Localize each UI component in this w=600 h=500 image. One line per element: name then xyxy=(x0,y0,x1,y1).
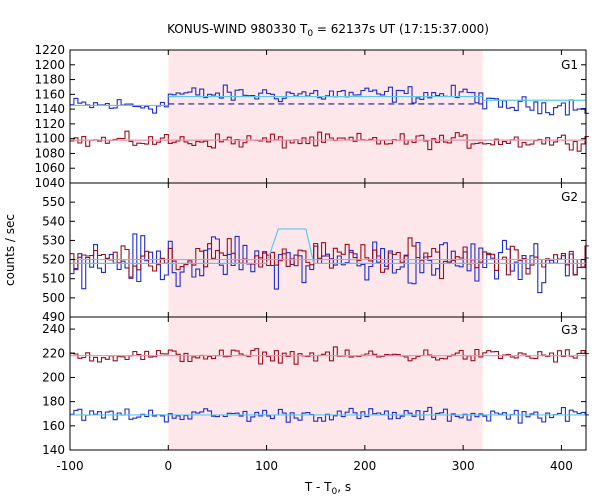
y-tick-label-g2-530: 530 xyxy=(42,233,65,247)
x-axis-title: T - T0, s xyxy=(304,480,351,497)
y-tick-label-g1-1180: 1180 xyxy=(34,73,65,87)
y-tick-label-g2-520: 520 xyxy=(42,253,65,267)
y-tick-label-g2-550: 550 xyxy=(42,195,65,209)
y-tick-label-g3-240: 240 xyxy=(42,322,65,336)
x-tick-label-400: 400 xyxy=(550,459,573,473)
panel-label-g2: G2 xyxy=(561,190,578,204)
x-tick-label-100: 100 xyxy=(255,459,278,473)
y-tick-label-g3-200: 200 xyxy=(42,370,65,384)
y-tick-label-g3-220: 220 xyxy=(42,346,65,360)
y-tick-label-g1-1160: 1160 xyxy=(34,87,65,101)
y-tick-label-g3-160: 160 xyxy=(42,419,65,433)
panel-g2-fit-0-seg-1 xyxy=(266,228,279,264)
panel-frames xyxy=(69,49,587,451)
light-curve-series xyxy=(70,84,589,424)
axis-ticks: 1040106010801100112011401160118012001220… xyxy=(34,43,586,473)
panel-g3-frame xyxy=(69,316,587,451)
y-tick-label-g2-510: 510 xyxy=(42,272,65,286)
y-tick-label-g3-180: 180 xyxy=(42,395,65,409)
x-axis-title-subscript: 0 xyxy=(332,487,338,497)
panel-g2-fit-0-seg-3 xyxy=(305,228,315,264)
y-axis-title: counts / sec xyxy=(3,214,17,286)
y-tick-label-g1-1220: 1220 xyxy=(34,43,65,57)
y-tick-label-g2-540: 540 xyxy=(42,214,65,228)
chart-title-main: KONUS-WIND 980330 T xyxy=(167,22,308,36)
panel-label-g1: G1 xyxy=(561,58,578,72)
y-tick-label-g1-1080: 1080 xyxy=(34,146,65,160)
y-tick-label-g2-490: 490 xyxy=(42,310,65,324)
y-tick-label-g1-1040: 1040 xyxy=(34,176,65,190)
x-axis-title-main: T - T xyxy=(304,480,332,494)
chart-title-rest: = 62137s UT (17:15:37.000) xyxy=(313,22,489,36)
chart-title-subscript: 0 xyxy=(307,29,313,39)
y-tick-label-g3-140: 140 xyxy=(42,443,65,457)
x-tick-label-200: 200 xyxy=(353,459,376,473)
panel-g3-red-series xyxy=(70,346,589,365)
y-tick-label-g1-1200: 1200 xyxy=(34,58,65,72)
y-tick-label-g1-1100: 1100 xyxy=(34,132,65,146)
x-axis-title-rest: , s xyxy=(337,480,351,494)
y-tick-label-g1-1140: 1140 xyxy=(34,102,65,116)
panel-g1-red-series xyxy=(70,130,589,152)
chart-title: KONUS-WIND 980330 T0 = 62137s UT (17:15:… xyxy=(167,22,489,39)
y-tick-label-g2-500: 500 xyxy=(42,291,65,305)
x-tick-label-300: 300 xyxy=(452,459,475,473)
panel-g1-blue-series xyxy=(70,84,589,116)
x-tick-label--100: -100 xyxy=(56,459,83,473)
panel-label-g3: G3 xyxy=(561,323,578,337)
x-tick-label-0: 0 xyxy=(164,459,172,473)
y-tick-label-g1-1120: 1120 xyxy=(34,117,65,131)
y-tick-label-g1-1060: 1060 xyxy=(34,161,65,175)
fit-lines xyxy=(70,95,586,416)
